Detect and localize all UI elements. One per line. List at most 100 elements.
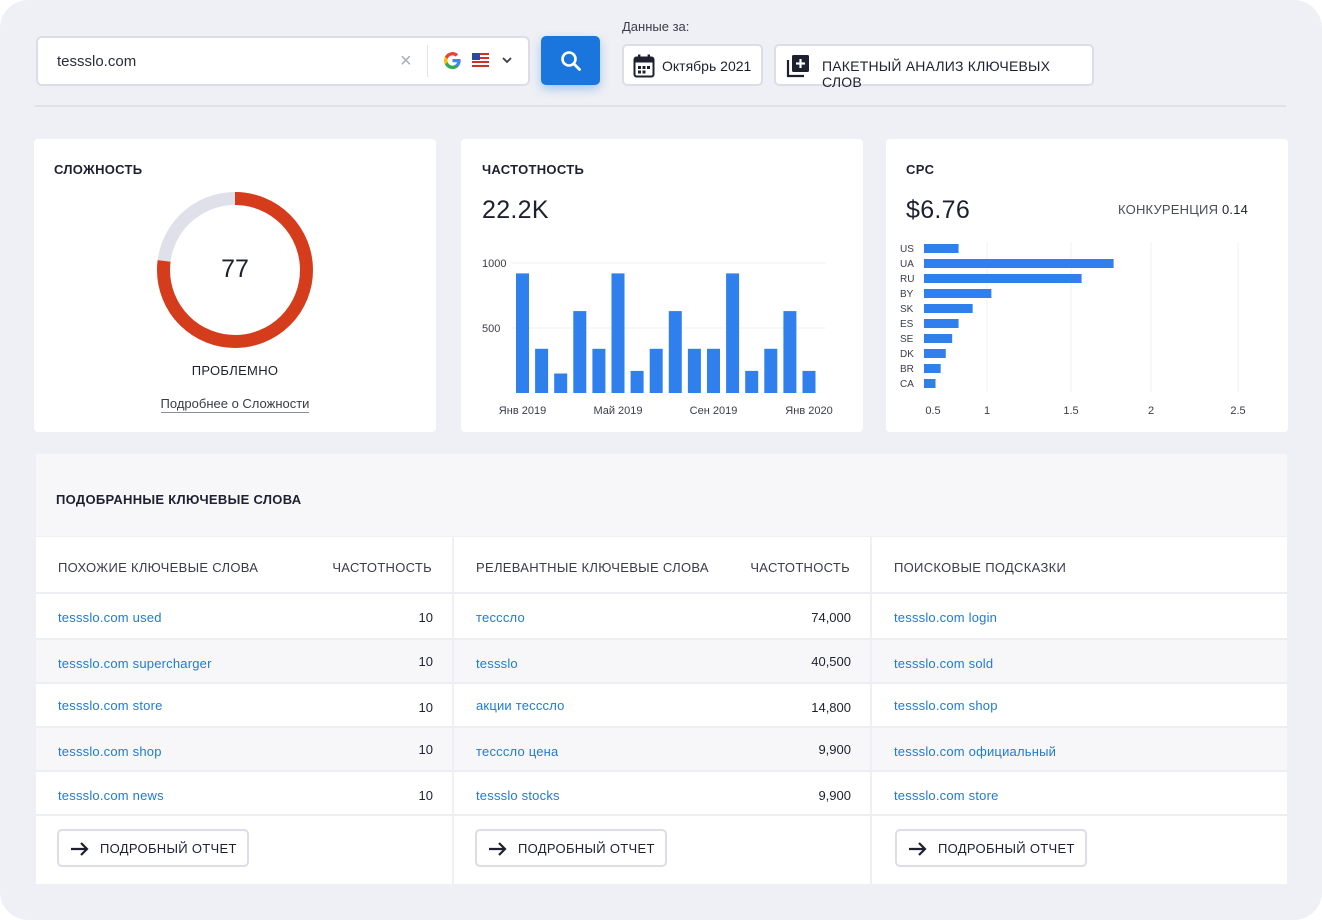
x-tick-label: 2 — [1148, 405, 1154, 417]
keyword-link[interactable]: акции тессcло — [476, 698, 565, 713]
keyword-volume: 74,000 — [811, 610, 851, 625]
volume-bar[interactable] — [573, 311, 587, 393]
keyword-link[interactable]: tessslo.com store — [894, 788, 999, 803]
table-row[interactable]: tessslo.com store 10 — [36, 684, 452, 728]
volume-bar[interactable] — [687, 348, 701, 393]
country-bar[interactable] — [924, 259, 1114, 268]
country-bar[interactable] — [924, 274, 1082, 283]
country-bar[interactable] — [924, 319, 959, 328]
add-list-icon — [786, 55, 809, 78]
keyword-link[interactable]: tessslo.com sold — [894, 656, 994, 671]
table-row[interactable]: tessslo.com login — [872, 596, 1287, 640]
country-bar[interactable] — [924, 364, 941, 373]
competition-value: 0.14 — [1222, 202, 1249, 217]
table-row[interactable]: tessslo.com store — [872, 772, 1287, 816]
volume-trend-chart: 500 1000 Янв 2019 Май 2019 Сен 2019 Янв 2020 — [482, 258, 833, 417]
country-bar[interactable] — [924, 244, 959, 253]
keyword-link[interactable]: tessslo.com login — [894, 610, 998, 625]
volume-bar[interactable] — [554, 373, 568, 394]
table-row[interactable]: tessslo.com supercharger 10 — [36, 640, 452, 684]
table-row[interactable]: tessslo.com news 10 — [36, 772, 452, 816]
batch-analysis-label: ПАКЕТНЫЙ АНАЛИЗ КЛЮЧЕВЫХ СЛОВ — [822, 58, 1051, 90]
table-row[interactable]: tessslo.com used 10 — [36, 596, 452, 640]
volume-bar[interactable] — [802, 370, 816, 393]
divider — [427, 45, 428, 77]
table-row[interactable]: tessslo 40,500 — [454, 640, 870, 684]
volume-bar[interactable] — [516, 273, 529, 393]
keyword-link[interactable]: tessslo.com news — [58, 788, 164, 803]
keyword-link[interactable]: tessslo.com shop — [58, 744, 162, 759]
keyword-link[interactable]: tessslo.com store — [58, 698, 163, 713]
search-button[interactable] — [541, 36, 600, 85]
detailed-report-button[interactable]: ПОДРОБНЫЙ ОТЧЕТ — [895, 829, 1087, 867]
volume-bar[interactable] — [535, 348, 549, 393]
detailed-report-label: ПОДРОБНЫЙ ОТЧЕТ — [518, 841, 655, 856]
column-header: РЕЛЕВАНТНЫЕ КЛЮЧЕВЫЕ СЛОВА ЧАСТОТНОСТЬ — [454, 537, 870, 594]
y-tick-label: 500 — [482, 323, 500, 335]
table-row[interactable]: tessslo.com shop — [872, 684, 1287, 728]
country-label: BY — [900, 289, 914, 300]
keyword-link[interactable]: тессcло — [476, 610, 525, 625]
toolbar-divider — [35, 105, 1286, 107]
calendar-icon — [633, 54, 655, 78]
google-icon[interactable] — [443, 51, 462, 70]
volume-bar[interactable] — [611, 273, 625, 393]
keyword-volume: 10 — [418, 654, 433, 669]
difficulty-more-link-text[interactable]: Подробнее о Сложности — [160, 396, 310, 413]
table-row[interactable]: tessslo stocks 9,900 — [454, 772, 870, 816]
volume-bar[interactable] — [630, 370, 644, 393]
arrow-right-icon — [909, 842, 927, 856]
table-row[interactable]: tessslo.com shop 10 — [36, 728, 452, 772]
country-label: RU — [900, 274, 914, 285]
keywords-section-title: ПОДОБРАННЫЕ КЛЮЧЕВЫЕ СЛОВА — [56, 492, 302, 507]
x-tick-label: Янв 2019 — [499, 405, 546, 417]
date-picker-button[interactable]: Октябрь 2021 — [622, 44, 763, 86]
keyword-link[interactable]: tessslo stocks — [476, 788, 560, 803]
search-suggestions-column: ПОИСКОВЫЕ ПОДСКАЗКИ tessslo.com login te… — [872, 537, 1287, 884]
x-tick-label: Сен 2019 — [690, 405, 738, 417]
batch-analysis-button[interactable]: ПАКЕТНЫЙ АНАЛИЗ КЛЮЧЕВЫХ СЛОВ — [774, 44, 1094, 90]
us-flag-icon[interactable] — [472, 53, 489, 67]
search-input-value[interactable]: tessslo.com — [57, 53, 137, 70]
arrow-right-icon — [71, 842, 89, 856]
search-input[interactable]: tessslo.com × — [36, 36, 530, 86]
table-row[interactable]: тессcло 74,000 — [454, 596, 870, 640]
keyword-link[interactable]: tessslo.com used — [58, 610, 162, 625]
keyword-link[interactable]: tessslo — [476, 656, 518, 671]
search-icon — [561, 51, 581, 71]
volume-bar[interactable] — [783, 311, 797, 393]
difficulty-title: СЛОЖНОСТЬ — [54, 162, 143, 177]
volume-bar[interactable] — [649, 348, 663, 393]
keyword-link[interactable]: тессcло цена — [476, 744, 559, 759]
difficulty-more-link[interactable]: Подробнее о Сложности — [120, 396, 350, 413]
keyword-link[interactable]: tessslo.com supercharger — [58, 656, 212, 671]
volume-bar[interactable] — [707, 348, 720, 393]
volume-bar[interactable] — [745, 370, 759, 393]
difficulty-value: 77 — [221, 255, 249, 283]
country-bar[interactable] — [924, 349, 946, 358]
volume-bar[interactable] — [668, 311, 682, 393]
y-tick-label: 1000 — [482, 258, 506, 270]
table-row[interactable]: акции тессcло 14,800 — [454, 684, 870, 728]
volume-bar[interactable] — [726, 273, 740, 393]
table-row[interactable]: tessslo.com sold — [872, 640, 1287, 684]
keyword-volume: 10 — [418, 742, 433, 757]
detailed-report-button[interactable]: ПОДРОБНЫЙ ОТЧЕТ — [57, 829, 249, 867]
x-tick-label: Янв 2020 — [785, 405, 832, 417]
country-bar[interactable] — [924, 379, 936, 388]
chevron-down-icon[interactable] — [501, 55, 513, 65]
clear-icon[interactable]: × — [400, 50, 412, 72]
country-bar[interactable] — [924, 289, 992, 298]
volume-bar[interactable] — [764, 348, 778, 393]
volume-bar[interactable] — [592, 348, 606, 393]
detailed-report-button[interactable]: ПОДРОБНЫЙ ОТЧЕТ — [475, 829, 667, 867]
keyword-link[interactable]: tessslo.com официальный — [894, 744, 1057, 759]
keyword-link[interactable]: tessslo.com shop — [894, 698, 998, 713]
country-bar[interactable] — [924, 304, 973, 313]
table-row[interactable]: tessslo.com официальный — [872, 728, 1287, 772]
column-header-label: РЕЛЕВАНТНЫЕ КЛЮЧЕВЫЕ СЛОВА — [476, 560, 709, 575]
volume-title: ЧАСТОТНОСТЬ — [482, 162, 585, 177]
table-row[interactable]: тессcло цена 9,900 — [454, 728, 870, 772]
country-bar[interactable] — [924, 334, 953, 343]
